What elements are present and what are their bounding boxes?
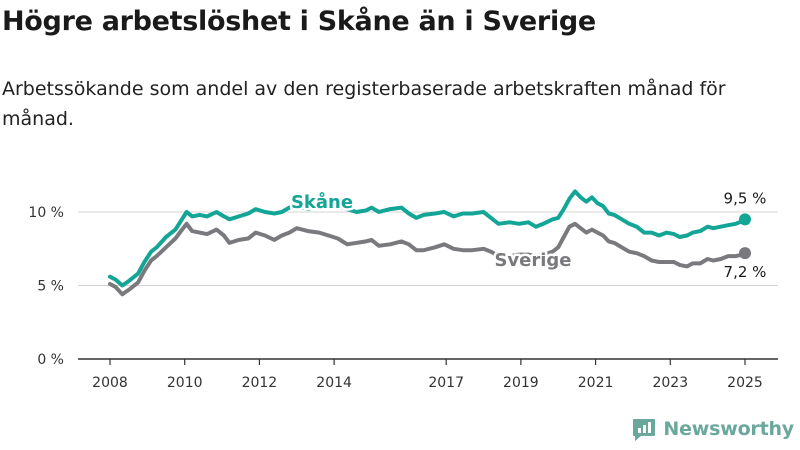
end-point-skane — [739, 213, 751, 226]
gridlines — [78, 211, 778, 360]
series-label-sverige: Sverige — [494, 250, 571, 271]
y-tick-label: 5 % — [37, 279, 64, 295]
y-tick-label: 10 % — [28, 205, 64, 221]
x-tick-label: 2014 — [316, 375, 352, 391]
series-label-skane-halo: Skåne — [291, 191, 353, 213]
series-label-sverige-halo: Sverige — [494, 250, 571, 271]
end-point-sverige — [739, 247, 751, 260]
x-tick-label: 2025 — [727, 375, 763, 391]
x-tick-label: 2008 — [92, 375, 128, 391]
x-tick-label: 2017 — [428, 375, 464, 391]
x-axis: 2008 2010 2012 2014 2017 2019 2021 2023 2025 — [92, 359, 763, 391]
series-line-sverige — [108, 221, 747, 297]
brand-name: Newsworthy — [663, 418, 794, 440]
newsworthy-logo-icon — [633, 419, 656, 441]
brand[interactable]: Newsworthy — [631, 414, 794, 444]
series-group — [108, 189, 751, 297]
end-label-skane: 9,5 % — [724, 189, 767, 207]
y-tick-label: 0 % — [37, 352, 64, 368]
x-tick-label: 2023 — [652, 375, 688, 391]
x-tick-label: 2010 — [167, 375, 203, 391]
x-tick-label: 2019 — [503, 375, 539, 391]
x-tick-label: 2012 — [242, 375, 278, 391]
end-label-sverige: 7,2 % — [724, 263, 767, 281]
y-axis: 0 % 5 % 10 % — [28, 205, 64, 368]
x-tick-label: 2021 — [578, 375, 614, 391]
series-line-skane — [108, 189, 747, 288]
chart-subtitle: Arbetssökande som andel av den registerb… — [2, 78, 726, 130]
series-label-skane: Skåne — [291, 191, 353, 213]
chart-title: Högre arbetslöshet i Skåne än i Sverige — [2, 6, 596, 37]
